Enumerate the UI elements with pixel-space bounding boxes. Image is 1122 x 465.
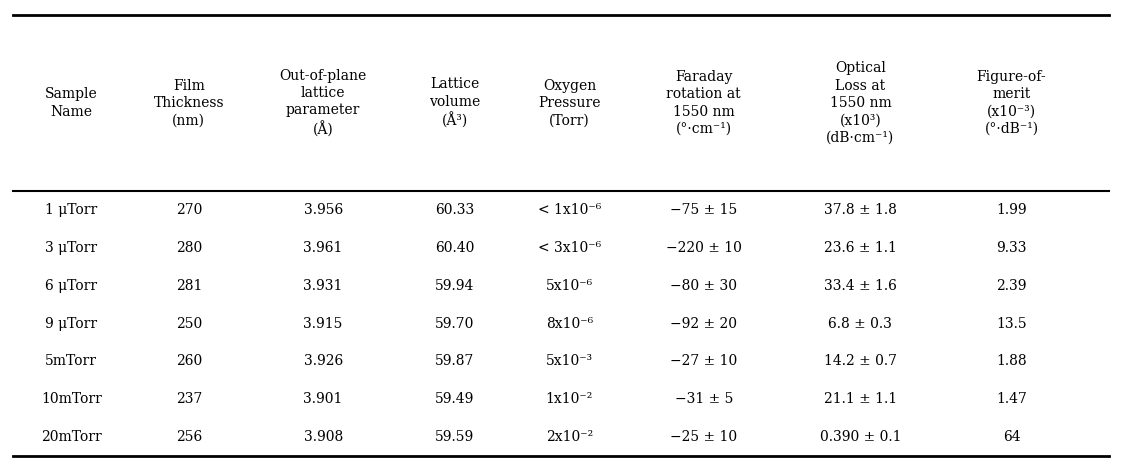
- Text: 1.88: 1.88: [996, 354, 1027, 368]
- Text: 59.94: 59.94: [435, 279, 475, 292]
- Text: 260: 260: [176, 354, 202, 368]
- Text: 59.59: 59.59: [435, 430, 475, 444]
- Text: < 1x10⁻⁶: < 1x10⁻⁶: [537, 203, 601, 217]
- Text: 270: 270: [176, 203, 202, 217]
- Text: 6 μTorr: 6 μTorr: [45, 279, 98, 292]
- Text: 5mTorr: 5mTorr: [45, 354, 98, 368]
- Text: 256: 256: [176, 430, 202, 444]
- Text: 9.33: 9.33: [996, 241, 1027, 255]
- Text: 59.49: 59.49: [435, 392, 475, 406]
- Text: 237: 237: [176, 392, 202, 406]
- Text: −31 ± 5: −31 ± 5: [674, 392, 733, 406]
- Text: 8x10⁻⁶: 8x10⁻⁶: [545, 317, 592, 331]
- Text: 1.47: 1.47: [996, 392, 1027, 406]
- Text: < 3x10⁻⁶: < 3x10⁻⁶: [537, 241, 601, 255]
- Text: −92 ± 20: −92 ± 20: [670, 317, 737, 331]
- Text: 0.390 ± 0.1: 0.390 ± 0.1: [820, 430, 901, 444]
- Text: Figure-of-
merit
(x10⁻³)
(°·dB⁻¹): Figure-of- merit (x10⁻³) (°·dB⁻¹): [976, 70, 1047, 136]
- Text: −25 ± 10: −25 ± 10: [670, 430, 737, 444]
- Text: 33.4 ± 1.6: 33.4 ± 1.6: [824, 279, 896, 292]
- Text: −80 ± 30: −80 ± 30: [670, 279, 737, 292]
- Text: 3.961: 3.961: [303, 241, 343, 255]
- Text: 10mTorr: 10mTorr: [40, 392, 102, 406]
- Text: 5x10⁻³: 5x10⁻³: [545, 354, 592, 368]
- Text: −220 ± 10: −220 ± 10: [665, 241, 742, 255]
- Text: 2x10⁻²: 2x10⁻²: [545, 430, 594, 444]
- Text: 20mTorr: 20mTorr: [42, 430, 102, 444]
- Text: 280: 280: [176, 241, 202, 255]
- Text: 1 μTorr: 1 μTorr: [45, 203, 98, 217]
- Text: 3.908: 3.908: [304, 430, 343, 444]
- Text: 5x10⁻⁶: 5x10⁻⁶: [545, 279, 592, 292]
- Text: 14.2 ± 0.7: 14.2 ± 0.7: [824, 354, 896, 368]
- Text: 13.5: 13.5: [996, 317, 1027, 331]
- Text: Film
Thickness
(nm): Film Thickness (nm): [154, 79, 224, 127]
- Text: −27 ± 10: −27 ± 10: [670, 354, 737, 368]
- Text: 59.87: 59.87: [435, 354, 475, 368]
- Text: 60.33: 60.33: [435, 203, 475, 217]
- Text: 59.70: 59.70: [435, 317, 475, 331]
- Text: 64: 64: [1003, 430, 1020, 444]
- Text: 37.8 ± 1.8: 37.8 ± 1.8: [824, 203, 896, 217]
- Text: 6.8 ± 0.3: 6.8 ± 0.3: [828, 317, 892, 331]
- Text: Lattice
volume
(Å³): Lattice volume (Å³): [429, 77, 480, 129]
- Text: 3.926: 3.926: [304, 354, 343, 368]
- Text: 60.40: 60.40: [435, 241, 475, 255]
- Text: 3.915: 3.915: [303, 317, 343, 331]
- Text: 23.6 ± 1.1: 23.6 ± 1.1: [824, 241, 896, 255]
- Text: Oxygen
Pressure
(Torr): Oxygen Pressure (Torr): [539, 79, 600, 127]
- Text: −75 ± 15: −75 ± 15: [670, 203, 737, 217]
- Text: Optical
Loss at
1550 nm
(x10³)
(dB·cm⁻¹): Optical Loss at 1550 nm (x10³) (dB·cm⁻¹): [826, 61, 894, 145]
- Text: 3.931: 3.931: [303, 279, 343, 292]
- Text: 250: 250: [176, 317, 202, 331]
- Text: Sample
Name: Sample Name: [45, 87, 98, 119]
- Text: 1x10⁻²: 1x10⁻²: [545, 392, 594, 406]
- Text: Out-of-plane
lattice
parameter
(Å): Out-of-plane lattice parameter (Å): [279, 69, 367, 138]
- Text: 2.39: 2.39: [996, 279, 1027, 292]
- Text: 21.1 ± 1.1: 21.1 ± 1.1: [824, 392, 896, 406]
- Text: 9 μTorr: 9 μTorr: [45, 317, 98, 331]
- Text: 3.901: 3.901: [303, 392, 343, 406]
- Text: 281: 281: [176, 279, 202, 292]
- Text: 1.99: 1.99: [996, 203, 1027, 217]
- Text: 3.956: 3.956: [304, 203, 343, 217]
- Text: Faraday
rotation at
1550 nm
(°·cm⁻¹): Faraday rotation at 1550 nm (°·cm⁻¹): [666, 70, 741, 136]
- Text: 3 μTorr: 3 μTorr: [45, 241, 98, 255]
